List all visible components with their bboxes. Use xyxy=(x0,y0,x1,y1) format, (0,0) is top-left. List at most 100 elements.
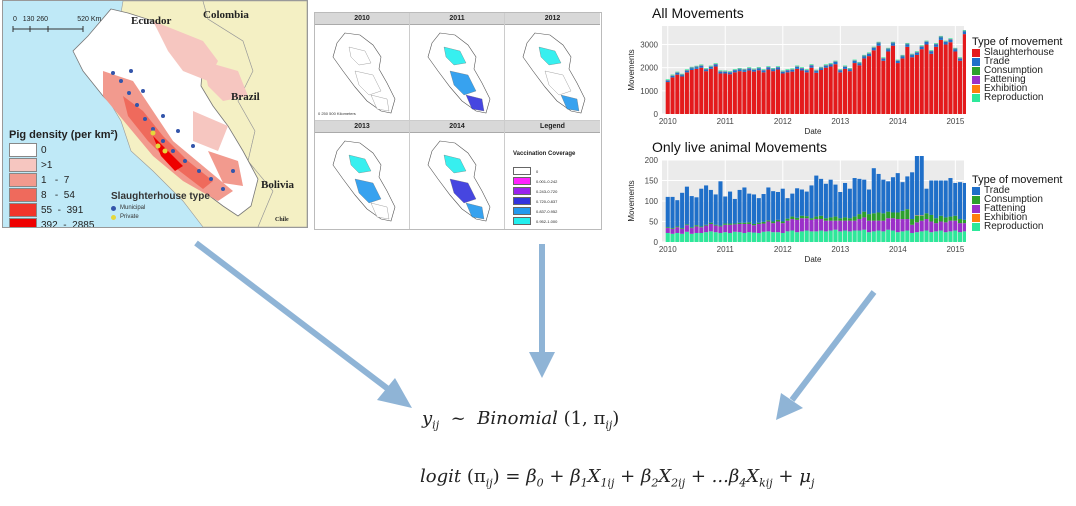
vacc-region-patch xyxy=(348,46,372,66)
bar-segment xyxy=(756,68,761,71)
bar-segment xyxy=(962,223,966,232)
logit-arg-sub: ij xyxy=(485,476,493,490)
bar-segment xyxy=(953,47,958,49)
vacc-class-label: 0 xyxy=(536,168,539,174)
bar-segment xyxy=(876,220,881,231)
bar-segment xyxy=(819,230,824,242)
bar-segment xyxy=(886,47,891,49)
bar-segment xyxy=(828,179,833,218)
bar-segment xyxy=(775,219,780,222)
legend-swatch xyxy=(972,195,980,204)
density-label: 392 - 2885 xyxy=(41,219,95,228)
bar-segment xyxy=(910,57,915,114)
bar-segment xyxy=(756,223,761,233)
bar-segment xyxy=(934,46,939,115)
bar-segment xyxy=(665,79,670,81)
legend-item: Fattening xyxy=(972,203,1063,214)
bar-segment xyxy=(962,31,966,35)
bar-segment xyxy=(843,65,848,67)
bar-segment xyxy=(708,66,713,69)
bar-segment xyxy=(943,217,948,223)
country-label-colombia: Colombia xyxy=(203,9,249,21)
bar-segment xyxy=(823,65,828,68)
bar-segment xyxy=(910,232,915,242)
bar-segment xyxy=(838,220,843,232)
bar-segment xyxy=(675,226,680,228)
logit-arg: (π xyxy=(466,466,486,487)
bar-segment xyxy=(790,68,795,70)
bar-segment xyxy=(665,82,670,114)
bar-segment xyxy=(929,232,934,242)
bar-segment xyxy=(905,46,910,115)
bar-segment xyxy=(680,233,685,242)
vacc-class-label: 0.243-0.720 xyxy=(536,188,558,194)
bar-segment xyxy=(843,66,848,69)
bar-segment xyxy=(900,56,905,59)
bar-segment xyxy=(847,231,852,242)
bar-segment xyxy=(694,232,699,242)
bar-segment xyxy=(857,214,862,220)
bar-segment xyxy=(699,226,704,228)
bar-segment xyxy=(723,223,728,225)
model-dist: Binomial xyxy=(477,408,558,429)
legend-label: Exhibition xyxy=(984,83,1028,94)
vacc-region-patch xyxy=(370,94,390,112)
bar-segment xyxy=(895,219,900,233)
bar-segment xyxy=(718,226,723,233)
x-tick-label: 2011 xyxy=(717,117,735,126)
legend-title: Type of movement xyxy=(972,174,1063,186)
legend-swatch xyxy=(972,204,980,213)
bar-segment xyxy=(953,220,958,231)
bar-segment xyxy=(670,228,675,234)
bar-segment xyxy=(713,66,718,114)
bar-segment xyxy=(934,231,939,242)
bar-segment xyxy=(958,182,963,220)
peru-map-graphic xyxy=(12,1,307,227)
bar-segment xyxy=(804,191,809,217)
term-beta0: β xyxy=(526,466,537,487)
plus-sign: + xyxy=(690,466,706,487)
arrow-charts-to-model xyxy=(789,290,877,402)
bar-segment xyxy=(919,49,924,114)
vacc-swatch xyxy=(513,197,531,205)
term-dots-beta4: ...β xyxy=(711,466,740,487)
bar-segment xyxy=(905,44,910,47)
bar-segment xyxy=(766,187,771,221)
slaughterhouse-legend-title: Slaughterhouse type xyxy=(111,191,210,202)
bar-segment xyxy=(766,231,771,242)
bar-segment xyxy=(881,60,886,114)
bar-segment xyxy=(761,223,766,232)
bar-segment xyxy=(684,231,689,242)
bar-segment xyxy=(862,179,867,212)
bar-segment xyxy=(819,219,824,231)
vacc-region-patch xyxy=(354,178,382,204)
bar-segment xyxy=(886,211,891,219)
arrowhead-icon xyxy=(377,378,412,408)
vacc-region-patch xyxy=(443,46,467,66)
bar-segment xyxy=(708,222,713,224)
slaughterhouse-label: Municipal xyxy=(120,205,146,211)
bar-segment xyxy=(723,71,728,74)
all-movements-legend: Type of movement Slaughterhouse Trade Co… xyxy=(972,36,1063,103)
bar-segment xyxy=(843,217,848,221)
bar-segment xyxy=(823,220,828,232)
vacc-class-label: 0.001-0.242 xyxy=(536,178,558,184)
bar-segment xyxy=(866,53,872,57)
y-tick-label: 100 xyxy=(645,197,659,206)
bar-segment xyxy=(833,184,838,217)
slaughterhouse-label: Private xyxy=(120,214,139,220)
bar-segment xyxy=(833,229,838,242)
bar-segment xyxy=(699,65,704,68)
bar-segment xyxy=(938,35,943,37)
plus-sign: + xyxy=(778,466,794,487)
bar-segment xyxy=(747,222,752,224)
legend-swatch xyxy=(972,48,980,57)
bar-segment xyxy=(843,220,848,231)
bar-segment xyxy=(704,69,709,72)
bar-segment xyxy=(780,73,785,114)
bar-segment xyxy=(838,69,843,70)
density-legend-row: 8 - 54 xyxy=(9,188,101,202)
legend-title: Type of movement xyxy=(972,36,1063,48)
vacc-region-patch xyxy=(449,70,477,96)
density-legend: Pig density (per km²) 0 >1 1 - 7 8 - 54 … xyxy=(9,129,118,228)
